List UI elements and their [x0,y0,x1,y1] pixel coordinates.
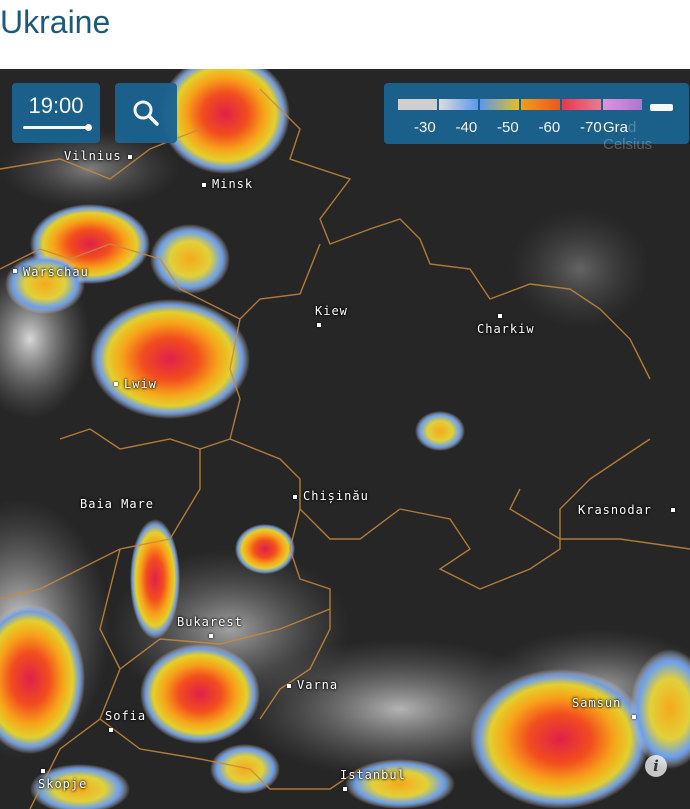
legend-label: -50 [497,119,519,136]
info-button[interactable]: i [645,755,667,777]
legend-unit: Grad Celsius [603,119,689,153]
city-marker [287,684,291,688]
legend-swatch [521,99,560,110]
city-marker [109,728,113,732]
city-marker [343,787,347,791]
legend-label: -40 [455,119,478,136]
search-icon [133,100,159,126]
city-label: Skopje [38,777,88,791]
country-borders [0,88,690,809]
city-marker [202,183,206,187]
city-label: Baia Mare [80,497,155,511]
legend-label: -60 [538,119,561,136]
city-label: Varna [297,678,339,692]
city-label: Krasnodar [578,503,653,517]
legend-unit-visible: Gra [603,119,629,136]
search-button[interactable] [115,83,177,143]
city-marker [128,155,132,159]
city-label: Charkiw [477,322,535,336]
time-slider-control[interactable]: 19:00 [12,83,100,143]
satellite-map[interactable]: Vilnius Minsk Warschau Kiew Charkiw Lwiw Baia … [0,69,690,809]
legend-swatch [603,99,642,110]
legend-swatch [439,99,478,110]
city-label: Istanbul [340,768,406,782]
city-marker [498,314,502,318]
time-slider-handle[interactable] [85,124,92,131]
legend-swatch [562,99,601,110]
city-label: Samsun [572,696,622,710]
legend-swatch [480,99,519,110]
time-slider-track[interactable] [23,124,92,131]
city-label: Bukarest [177,615,243,629]
city-label: Minsk [212,177,254,191]
time-display: 19:00 [28,93,84,118]
storm-cells [0,69,690,809]
city-label: Kiew [315,304,348,318]
city-label: Warschau [23,265,89,279]
legend-label: -70 [580,119,602,136]
city-label: Lwiw [124,377,157,391]
city-label: Chișinău [303,489,369,503]
city-marker [114,382,118,386]
city-marker [293,495,297,499]
cloud-layer [0,69,690,809]
city-marker [317,323,321,327]
legend-toggle-button[interactable] [650,104,673,111]
legend-swatch [398,99,437,110]
city-marker [209,634,213,638]
city-marker [632,715,636,719]
city-marker [671,508,675,512]
temperature-legend: -30 -40 -50 -60 -70 Grad Celsius [384,83,689,153]
city-marker [13,269,17,273]
page-title: Ukraine [0,4,111,40]
city-marker [41,769,45,773]
legend-unit-faded: d Celsius [603,119,653,153]
city-label: Vilnius [64,149,122,163]
city-label: Sofia [105,709,147,723]
legend-label: -30 [414,119,436,136]
